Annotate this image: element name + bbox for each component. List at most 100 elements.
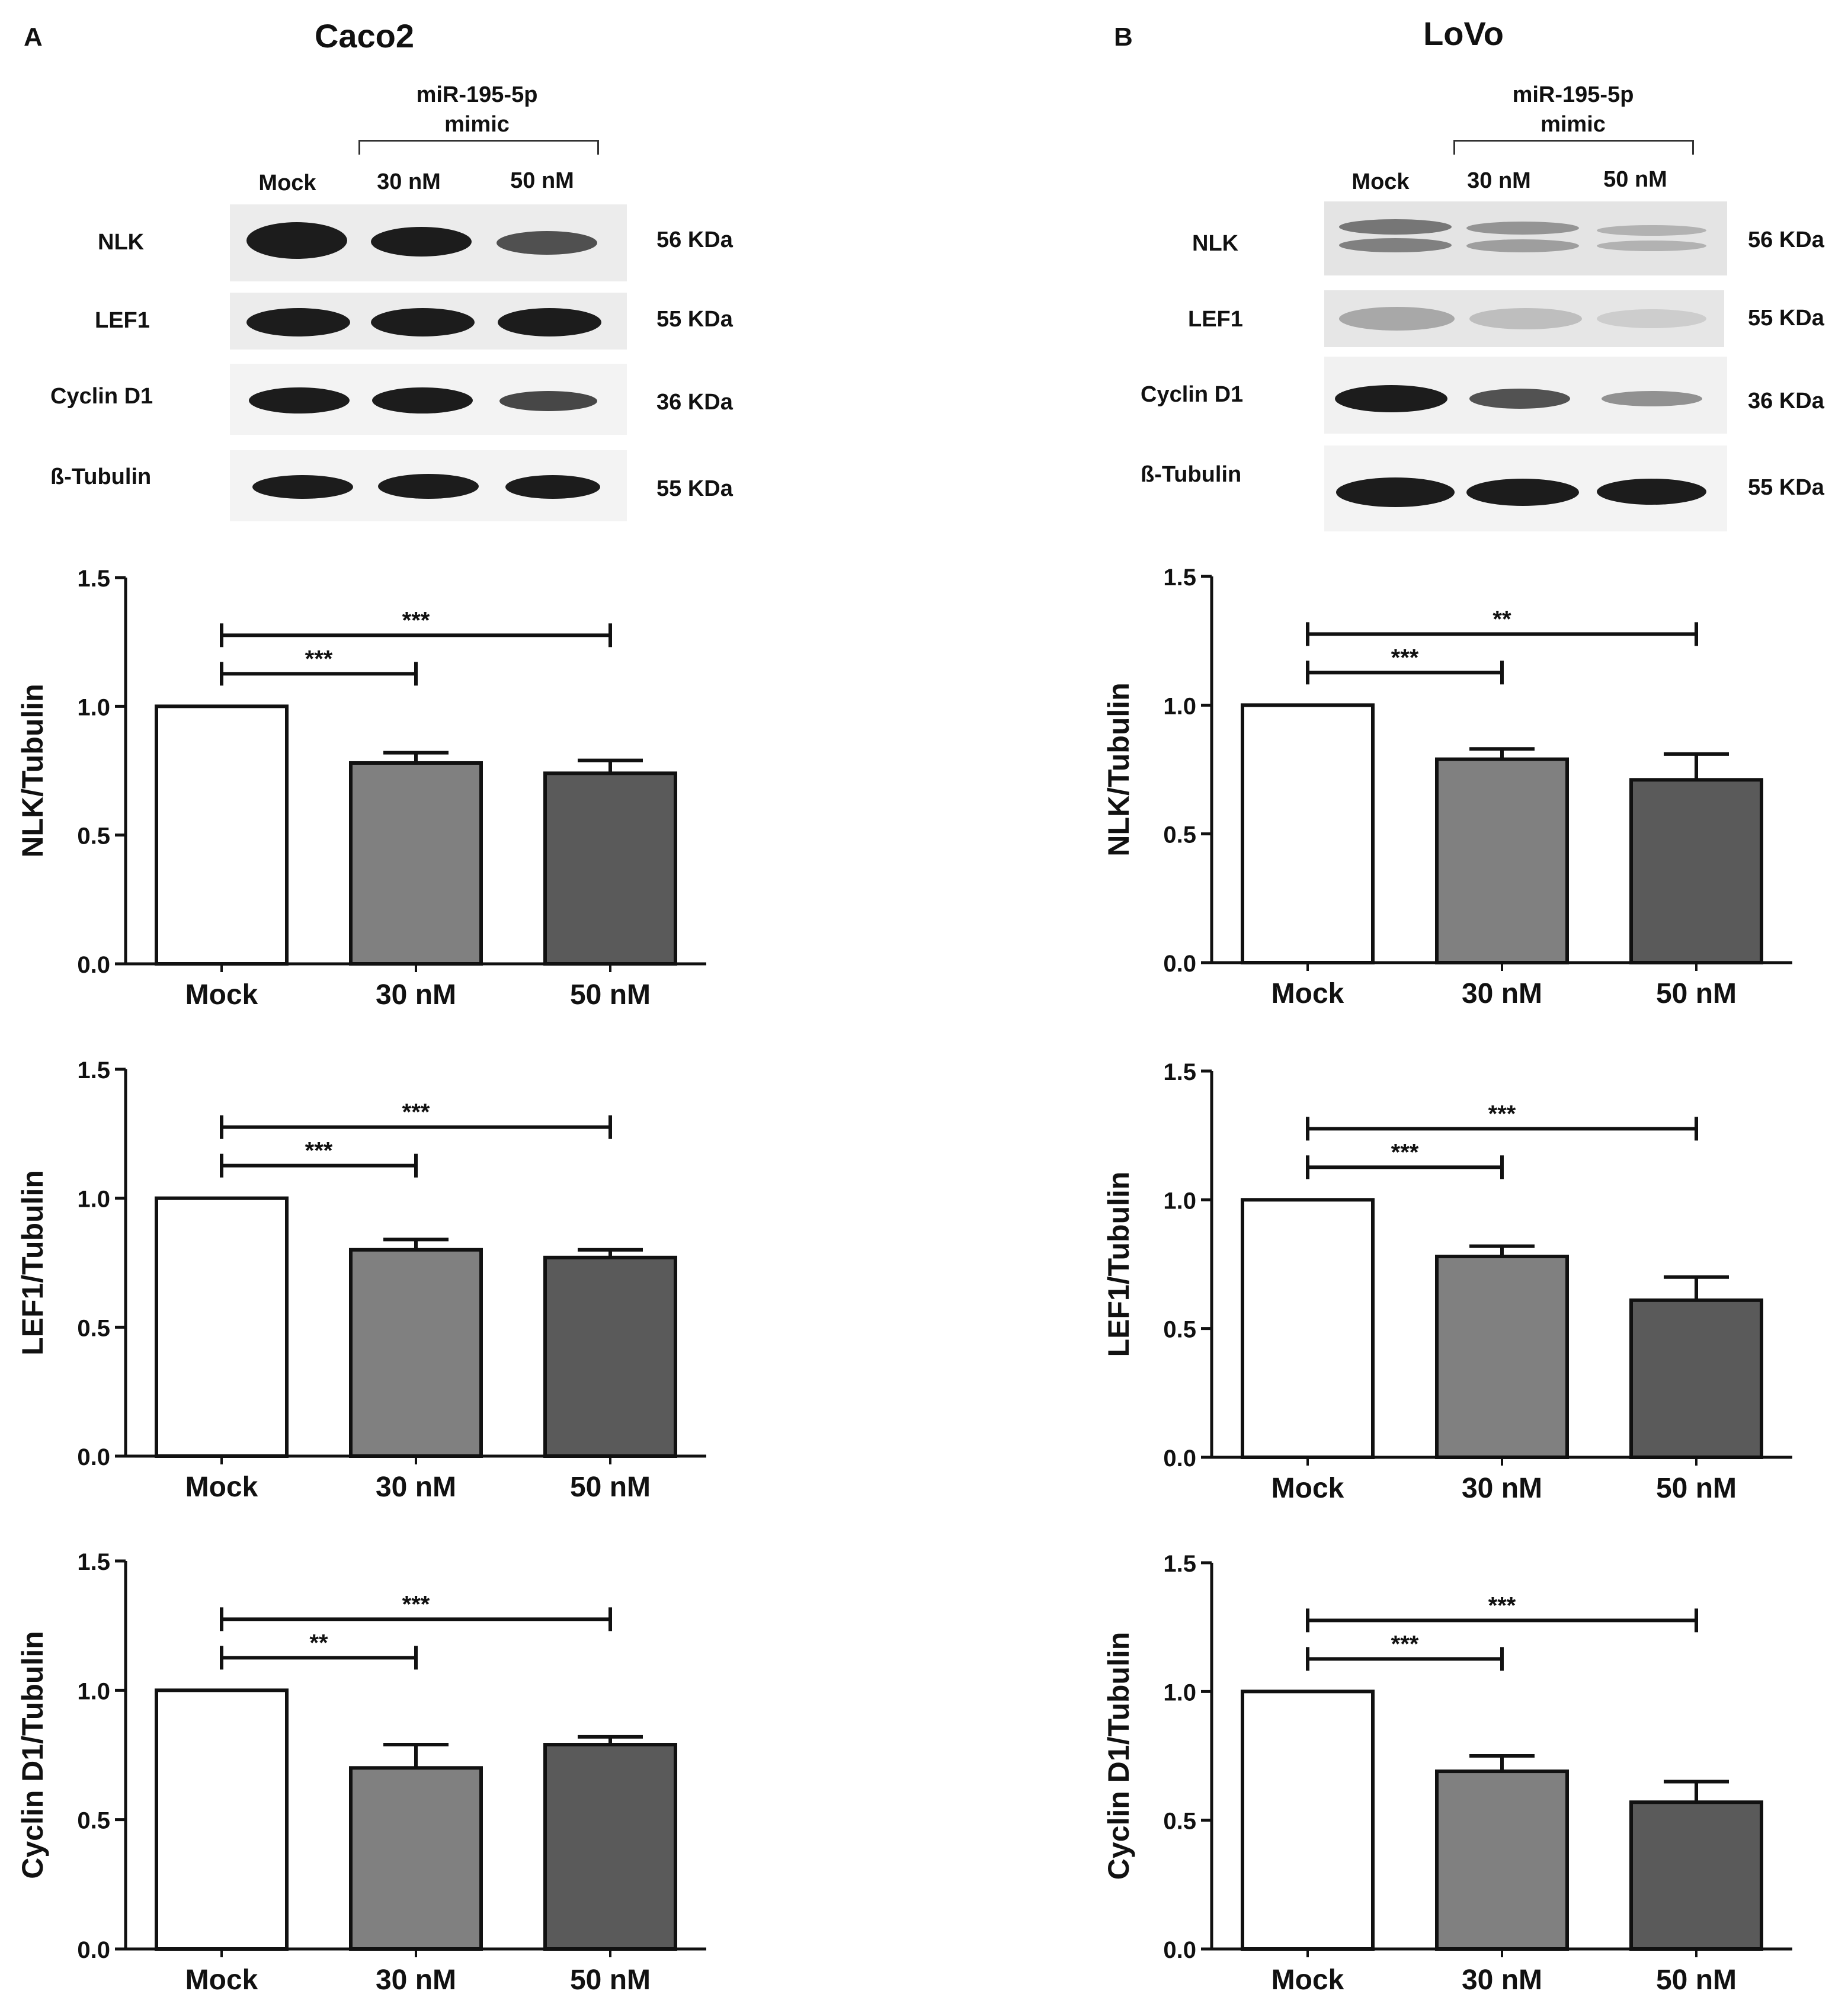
x-tick-label: 30 nM — [376, 979, 456, 1011]
significance-label: *** — [1391, 1631, 1419, 1657]
y-tick-label: 1.5 — [1163, 1551, 1196, 1577]
blot-size-tubulin: 55 KDa — [656, 476, 733, 501]
x-tick-label: 30 nM — [1462, 978, 1542, 1009]
y-tick-label: 0.0 — [1163, 1937, 1196, 1963]
y-tick-label: 0.0 — [77, 952, 110, 978]
y-tick-label: 0.5 — [1163, 1317, 1196, 1343]
y-tick-label: 1.5 — [1163, 565, 1196, 591]
y-tick-label: 1.5 — [77, 1057, 110, 1083]
bar — [155, 704, 289, 966]
bar — [1629, 1800, 1763, 1951]
x-tick-label: 50 nM — [1656, 1964, 1737, 1996]
blot-label-lef1: LEF1 — [1188, 307, 1243, 332]
blot-size-lef1: 55 KDa — [1748, 306, 1824, 331]
bar — [1435, 1254, 1569, 1459]
significance-label: *** — [305, 646, 333, 672]
western-blot-nlk — [230, 204, 627, 281]
y-tick-label: 0.5 — [1163, 822, 1196, 848]
bar — [543, 771, 677, 966]
lane-label-30nm: 30 nM — [377, 169, 441, 194]
y-tick-label: 0.0 — [1163, 951, 1196, 977]
x-tick-label: 50 nM — [1656, 978, 1737, 1009]
treatment-label-b: miR-195-5p mimic — [1425, 80, 1721, 139]
y-tick-label: 1.5 — [77, 1549, 110, 1575]
western-blot-lef1 — [230, 293, 627, 350]
y-axis-label: Cyclin D1/Tubulin — [16, 1631, 49, 1879]
bar-chart-b-3: Mock 30 nM 50 nM 0.0 0.5 1.0 1.5 Cyclin D1/Tubu… — [1102, 1551, 1792, 1996]
blot-label-tubulin: ß-Tubulin — [1141, 462, 1242, 487]
y-axis-label: Cyclin D1/Tubulin — [1102, 1632, 1135, 1880]
lane-label-50nm: 50 nM — [510, 168, 574, 193]
bar-chart-a-1: Mock 30 nM 50 nM 0.0 0.5 1.0 1.5 NLK/Tubulin ***… — [16, 566, 706, 1011]
significance-label: *** — [402, 607, 430, 633]
panel-letter-a: A — [24, 23, 43, 52]
significance-label: *** — [1391, 645, 1419, 671]
significance-label: *** — [305, 1138, 333, 1164]
x-tick-label: Mock — [1271, 1473, 1344, 1504]
treatment-line-1: miR-195-5p — [1512, 82, 1634, 107]
significance-label: *** — [1488, 1592, 1516, 1618]
y-tick-label: 1.0 — [1163, 693, 1196, 719]
western-blot-tubulin — [230, 450, 627, 521]
bar — [1435, 1769, 1569, 1951]
x-tick-label: Mock — [185, 1964, 258, 1996]
blot-size-cyclin-d1: 36 KDa — [656, 390, 733, 415]
western-blot-nlk — [1324, 201, 1727, 275]
bar — [349, 761, 483, 966]
bar — [543, 1255, 677, 1458]
significance-label: ** — [309, 1630, 328, 1656]
x-tick-label: 50 nM — [570, 1964, 651, 1996]
y-tick-label: 1.5 — [1163, 1059, 1196, 1085]
y-tick-label: 1.0 — [1163, 1679, 1196, 1706]
y-axis-label: LEF1/Tubulin — [1102, 1172, 1135, 1357]
blot-size-lef1: 55 KDa — [656, 307, 733, 332]
x-tick-label: 30 nM — [376, 1964, 456, 1996]
y-tick-label: 1.0 — [77, 1187, 110, 1213]
x-tick-label: 50 nM — [570, 979, 651, 1011]
bar — [1241, 703, 1375, 965]
x-tick-label: Mock — [185, 1472, 258, 1503]
bar — [349, 1248, 483, 1458]
bar-chart-b-2: Mock 30 nM 50 nM 0.0 0.5 1.0 1.5 LEF1/Tubulin **… — [1102, 1059, 1792, 1504]
y-axis-label: NLK/Tubulin — [16, 684, 49, 857]
panel-title-caco2: Caco2 — [314, 17, 415, 55]
y-tick-label: 1.0 — [1163, 1188, 1196, 1214]
y-tick-label: 0.0 — [77, 1937, 110, 1963]
western-blot-tubulin — [1324, 445, 1727, 531]
y-axis-label: NLK/Tubulin — [1102, 682, 1135, 856]
y-tick-label: 0.5 — [77, 823, 110, 849]
significance-label: *** — [1488, 1101, 1516, 1127]
panel-title-lovo: LoVo — [1423, 15, 1504, 52]
bar-chart-b-1: Mock 30 nM 50 nM0.00.51.01.5NLK/Tubulin***… — [1102, 565, 1792, 1009]
treatment-line-2: mimic — [444, 112, 510, 137]
bar-chart-a-2: Mock 30 nM 50 nM 0.0 0.5 1.0 1.5 LEF1/Tubulin **… — [16, 1057, 706, 1503]
y-tick-label: 0.5 — [1163, 1809, 1196, 1835]
blot-label-cyclin-d1: Cyclin D1 — [50, 384, 153, 409]
x-tick-label: 30 nM — [1462, 1473, 1542, 1504]
y-tick-label: 0.5 — [77, 1315, 110, 1341]
x-tick-label: Mock — [1271, 1964, 1344, 1996]
x-tick-label: Mock — [1271, 978, 1344, 1009]
significance-label: *** — [402, 1591, 430, 1617]
western-blot-lef1 — [1324, 290, 1724, 347]
bar — [155, 1196, 289, 1458]
y-tick-label: 0.5 — [77, 1808, 110, 1834]
y-tick-label: 0.0 — [1163, 1445, 1196, 1472]
significance-label: ** — [1493, 606, 1511, 632]
lane-label-30nm: 30 nM — [1467, 168, 1531, 193]
treatment-line-1: miR-195-5p — [416, 82, 538, 107]
bar — [1629, 778, 1763, 965]
y-tick-label: 1.0 — [77, 1678, 110, 1704]
blot-label-tubulin: ß-Tubulin — [50, 464, 152, 489]
y-tick-label: 1.0 — [77, 694, 110, 720]
lane-label-mock: Mock — [1351, 169, 1410, 194]
x-tick-label: 30 nM — [1462, 1964, 1542, 1996]
lane-label-mock: Mock — [258, 171, 316, 195]
treatment-bracket-a — [358, 140, 599, 155]
bar — [1629, 1298, 1763, 1459]
x-tick-label: Mock — [185, 979, 258, 1011]
blot-size-tubulin: 55 KDa — [1748, 475, 1824, 500]
treatment-label-a: miR-195-5p mimic — [329, 80, 625, 139]
blot-label-nlk: NLK — [98, 230, 145, 255]
